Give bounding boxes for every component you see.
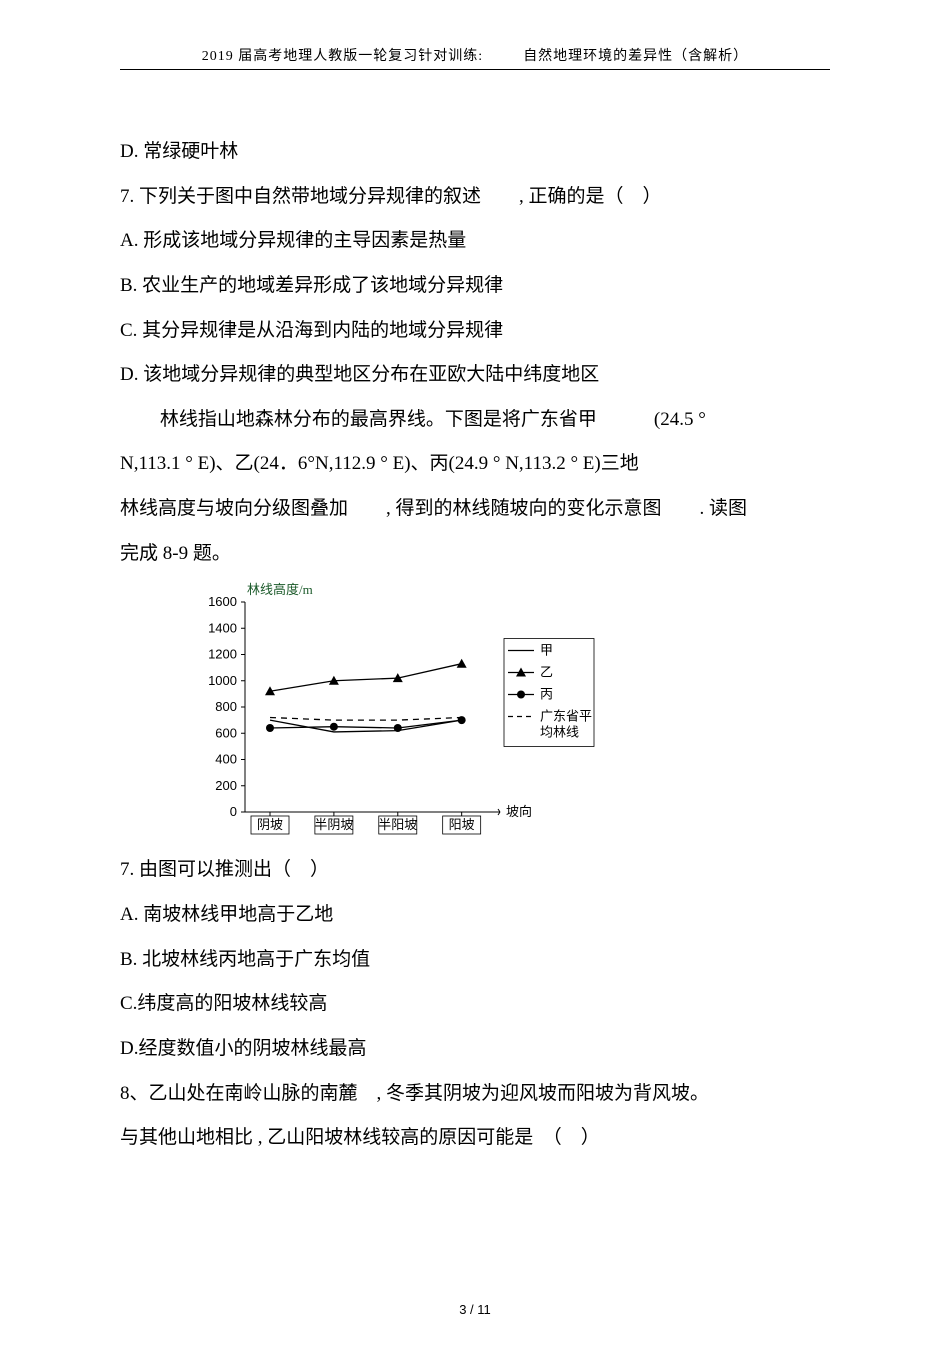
svg-text:阴坡: 阴坡 [257,817,283,832]
svg-text:1000: 1000 [208,673,237,688]
svg-text:阳坡: 阳坡 [449,817,475,832]
q7a-option-c: C. 其分异规律是从沿海到内陆的地域分异规律 [120,309,830,354]
svg-text:林线高度/m: 林线高度/m [247,582,313,597]
passage-line-4: 完成 8-9 题。 [120,532,830,577]
svg-text:广东省平: 广东省平 [540,709,592,724]
svg-text:1200: 1200 [208,647,237,662]
question-7a: 7. 下列关于图中自然带地域分异规律的叙述 , 正确的是（ ） [120,175,830,220]
q7a-option-d: D. 该地域分异规律的典型地区分布在亚欧大陆中纬度地区 [120,353,830,398]
svg-text:均林线: 均林线 [540,725,579,740]
passage-line-1: 林线指山地森林分布的最高界线。下图是将广东省甲 (24.5 ° [120,398,830,443]
svg-text:200: 200 [215,778,237,793]
page-header: 2019 届高考地理人教版一轮复习针对训练: 自然地理环境的差异性（含解析） [120,45,830,70]
svg-text:甲: 甲 [540,643,553,658]
svg-text:1600: 1600 [208,594,237,609]
body-content: D. 常绿硬叶林 7. 下列关于图中自然带地域分异规律的叙述 , 正确的是（ ）… [120,130,830,1161]
svg-text:600: 600 [215,726,237,741]
svg-text:1400: 1400 [208,621,237,636]
passage-line-2: N,113.1 ° E)、乙(24．6°N,112.9 ° E)、丙(24.9 … [120,442,830,487]
svg-text:400: 400 [215,752,237,767]
q7b-option-d: D.经度数值小的阴坡林线最高 [120,1027,830,1072]
svg-text:半阴坡: 半阴坡 [314,817,353,832]
question-7b: 7. 由图可以推测出（ ） [120,848,830,893]
header-left: 2019 届高考地理人教版一轮复习针对训练: [202,49,483,64]
page-number: 3 / 11 [0,1302,950,1317]
chart-container: 0 200 400 600 800 1000 1200 1400 1600 林线高度/m 阴坡 半阴坡… [120,582,900,842]
svg-text:坡向: 坡向 [506,804,532,819]
svg-text:半阳坡: 半阳坡 [378,817,417,832]
q6-option-d: D. 常绿硬叶林 [120,130,830,175]
q7b-option-a: A. 南坡林线甲地高于乙地 [120,893,830,938]
question-8-line-1: 8、乙山处在南岭山脉的南麓 , 冬季其阴坡为迎风坡而阳坡为背风坡。 [120,1072,830,1117]
svg-text:0: 0 [230,804,237,819]
header-right: 自然地理环境的差异性（含解析） [523,49,748,64]
q7b-option-b: B. 北坡林线丙地高于广东均值 [120,938,830,983]
q7b-option-c: C.纬度高的阳坡林线较高 [120,982,830,1027]
q7a-option-a: A. 形成该地域分异规律的主导因素是热量 [120,219,830,264]
svg-text:丙: 丙 [540,687,553,702]
line-chart: 0 200 400 600 800 1000 1200 1400 1600 林线高度/m 阴坡 半阴坡… [190,582,610,842]
svg-text:乙: 乙 [540,665,553,680]
question-8-line-2: 与其他山地相比 , 乙山阳坡林线较高的原因可能是 （ ） [120,1116,830,1161]
passage-line-3: 林线高度与坡向分级图叠加 , 得到的林线随坡向的变化示意图 . 读图 [120,487,830,532]
svg-text:800: 800 [215,699,237,714]
q7a-option-b: B. 农业生产的地域差异形成了该地域分异规律 [120,264,830,309]
